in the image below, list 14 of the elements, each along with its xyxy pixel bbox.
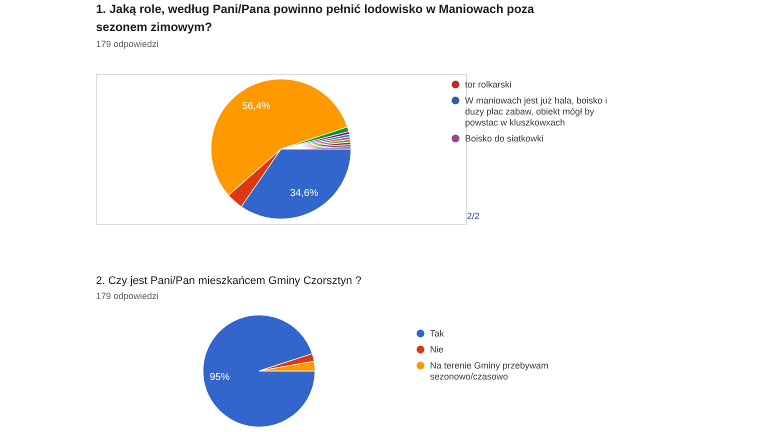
data-label: 34,6% (290, 188, 318, 199)
text: 179 odpowiedzi (96, 39, 159, 49)
legend-label: tor rolkarski (465, 80, 512, 90)
legend-label: Nie (430, 344, 444, 354)
data-label: 95% (210, 372, 230, 384)
chart-title: 2. Czy jest Pani/Pan mieszkańcem Gminy Czorsztyn ? (96, 275, 362, 287)
chart-title: 1. Jaką role, według Pani/Pana powinno pełnić lodowisko w Maniowach poza sezonem zimowym? (96, 2, 534, 34)
legend-label: Tak (430, 328, 445, 338)
text: 2/2 (467, 211, 480, 221)
legend-label: Na terenie Gminy przebywam sezonowo/czasowo (430, 360, 549, 382)
legend-label: Boisko do siatkowki (465, 134, 544, 144)
data-label: 56,4% (242, 100, 271, 112)
text: 179 odpowiedzi (96, 291, 159, 301)
legend-label: W maniowach jest już hala, boisko i duzy plac zabaw, obiekt mógł by powstac w kluszkowxach (465, 96, 608, 128)
